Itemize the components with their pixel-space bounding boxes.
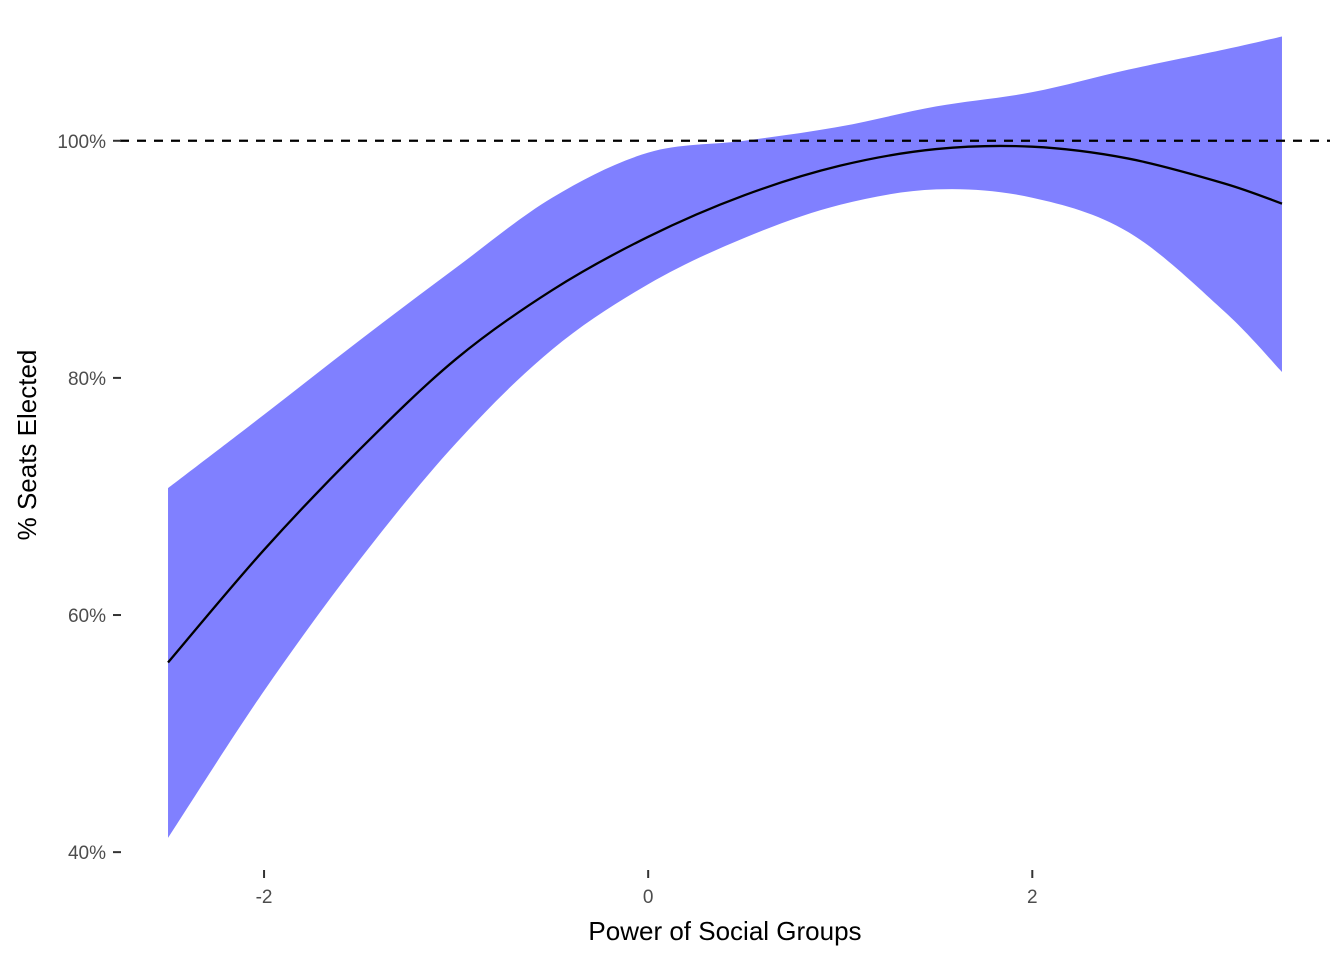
x-tick-label: 0 (643, 887, 654, 908)
fitted-line (167, 144, 1283, 664)
confidence-band (168, 36, 1282, 838)
axes-layer: 40% 60% 80% 100% -2 0 2 (57, 132, 1037, 908)
y-tick-label: 100% (57, 132, 106, 153)
y-axis-title: % Seats Elected (12, 350, 42, 541)
confidence-band-layer (168, 36, 1282, 838)
x-tick-label: -2 (256, 887, 273, 908)
fitted-line-layer (167, 144, 1283, 664)
y-tick-label: 60% (68, 606, 106, 627)
y-tick-label: 40% (68, 843, 106, 864)
x-tick-label: 2 (1027, 887, 1038, 908)
x-axis-title: Power of Social Groups (588, 916, 861, 946)
y-tick-label: 80% (68, 369, 106, 390)
